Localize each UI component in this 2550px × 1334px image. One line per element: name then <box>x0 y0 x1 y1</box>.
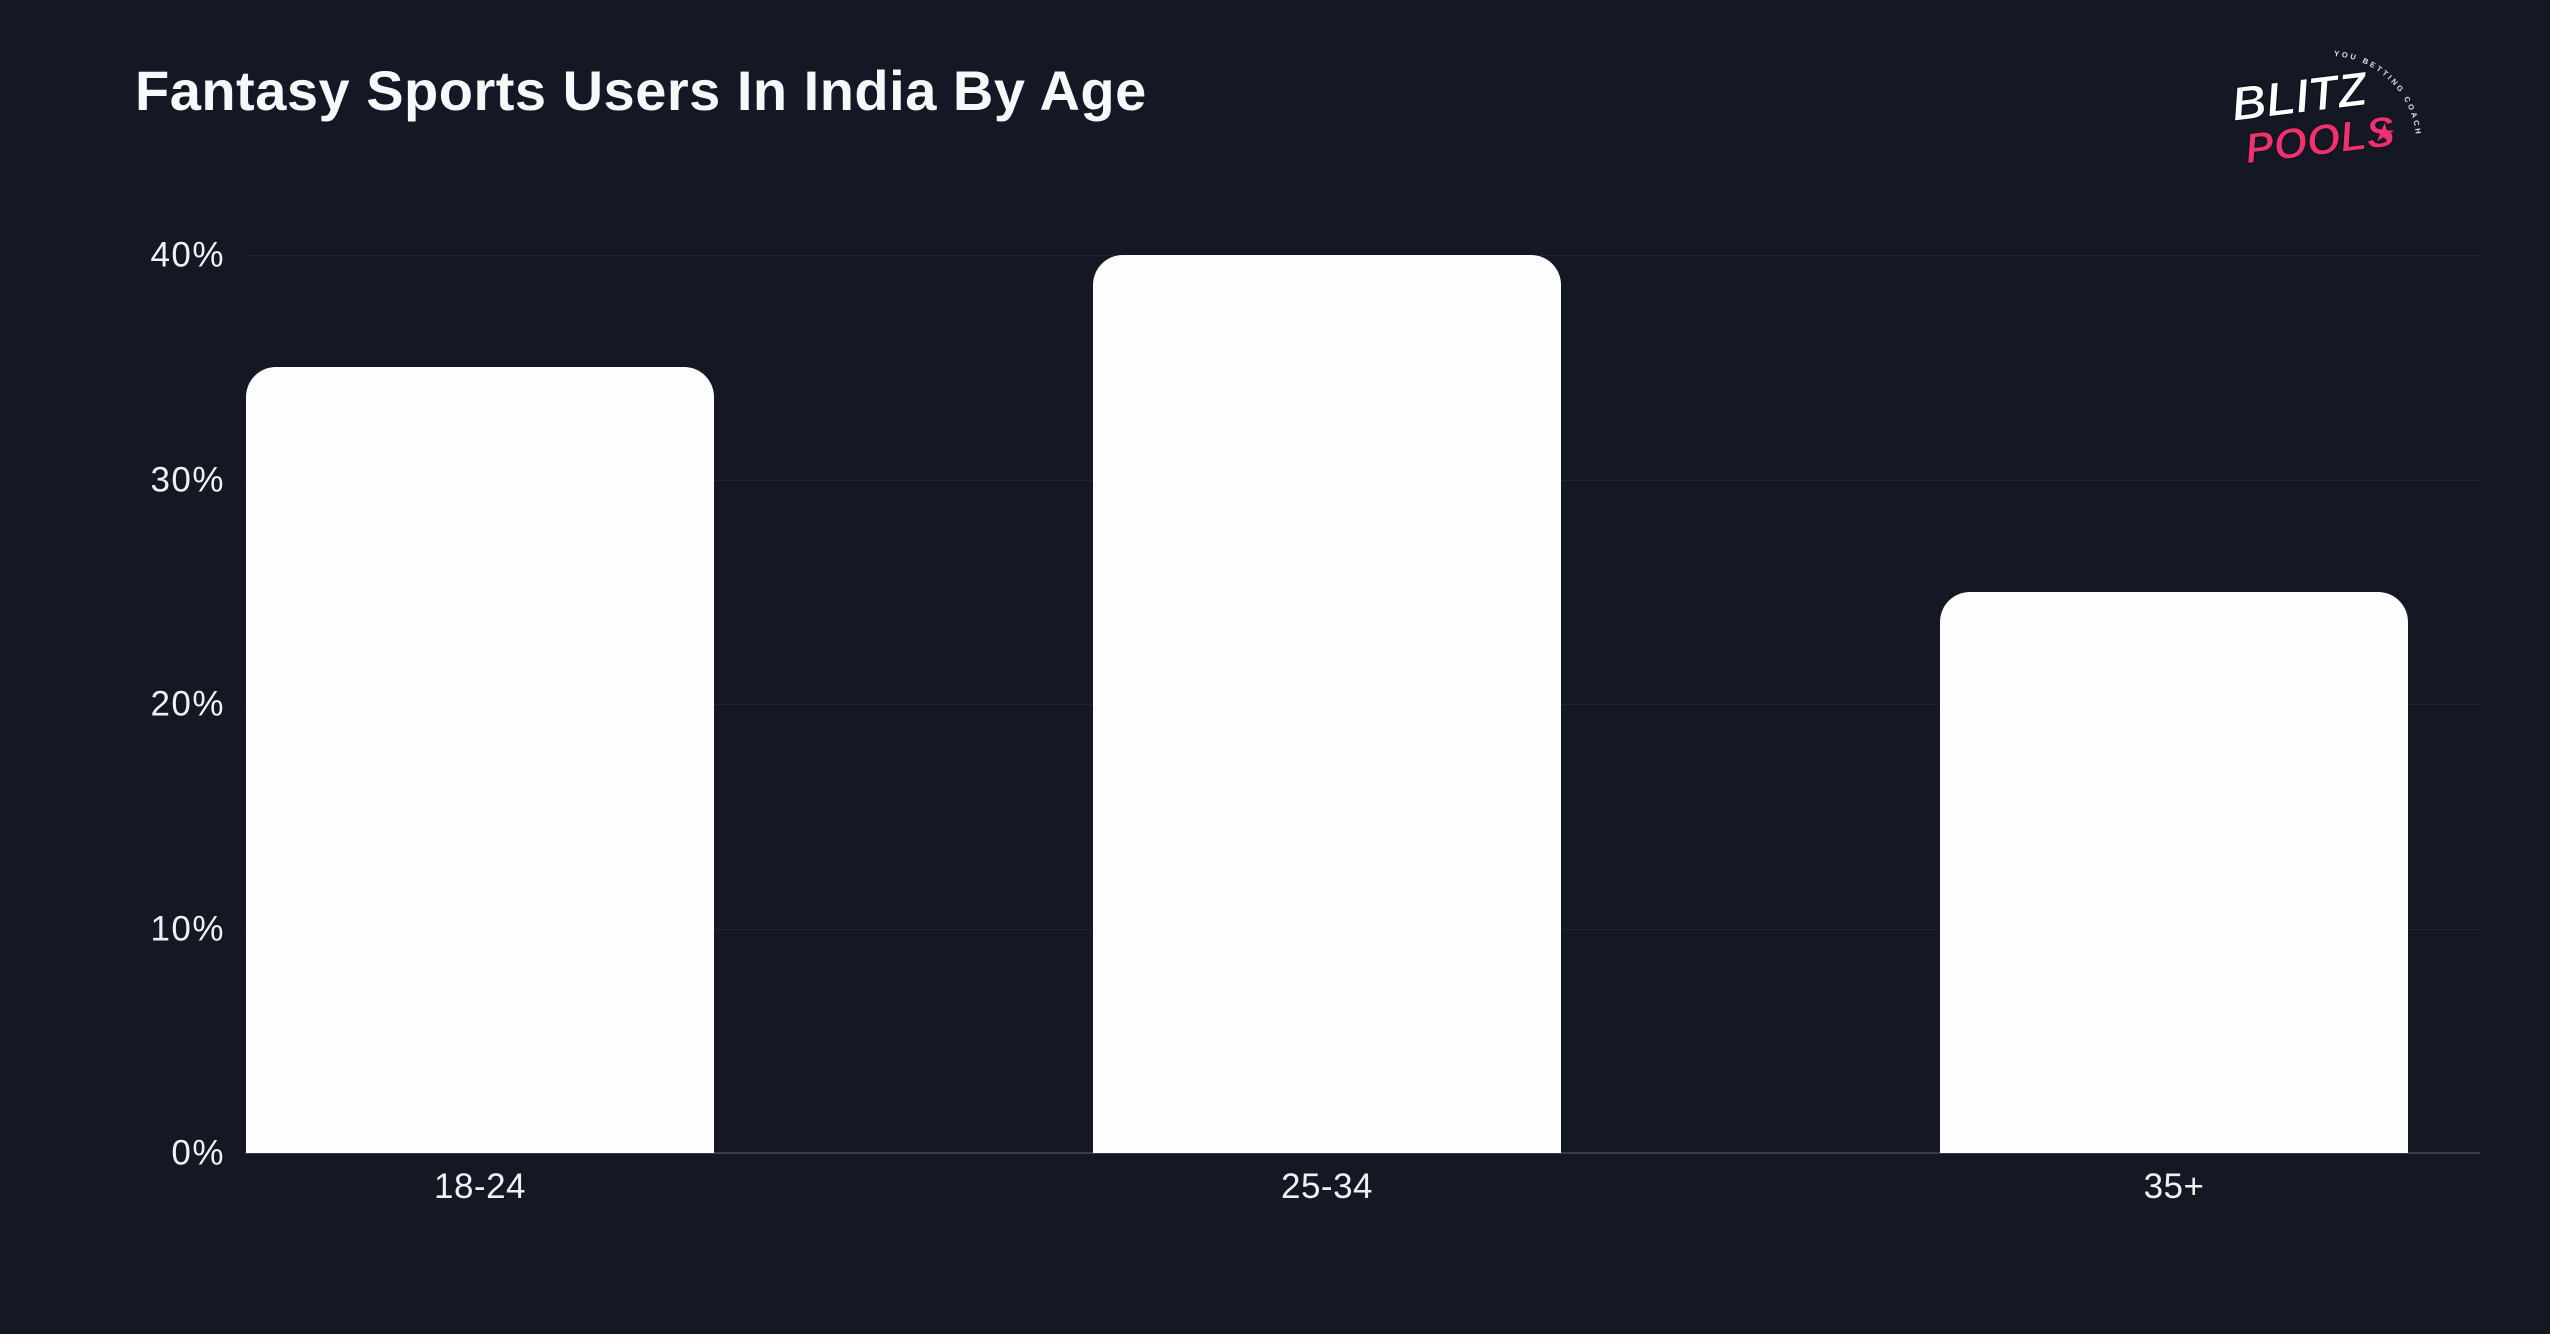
bar-18-24 <box>246 367 714 1153</box>
x-axis-baseline <box>245 1152 2480 1154</box>
chart-title: Fantasy Sports Users In India By Age <box>135 59 1147 122</box>
brand-star-icon: ★ <box>2371 117 2397 149</box>
x-axis-category-label: 35+ <box>2143 1167 2205 1206</box>
bar-chart-plot-area: 40% 30% 20% 10% 0% 18-24 25-34 35+ <box>150 238 2480 1204</box>
brand-logo-graphic: YOU BETTING COACH BLITZ POOLS ★ <box>2228 49 2420 174</box>
x-axis-category-label: 25-34 <box>1280 1167 1374 1206</box>
y-axis-tick-label: 10% <box>150 909 225 949</box>
y-axis-tick-label: 40% <box>150 235 225 275</box>
y-axis-tick-label: 20% <box>150 684 225 724</box>
y-axis-tick-label: 30% <box>150 460 225 500</box>
bar-25-34 <box>1093 255 1561 1153</box>
brand-logo: YOU BETTING COACH BLITZ POOLS ★ <box>2218 12 2498 182</box>
bar-35+ <box>1940 592 2408 1153</box>
y-axis-tick-label: 0% <box>171 1133 225 1173</box>
x-axis-category-label: 18-24 <box>433 1167 527 1206</box>
